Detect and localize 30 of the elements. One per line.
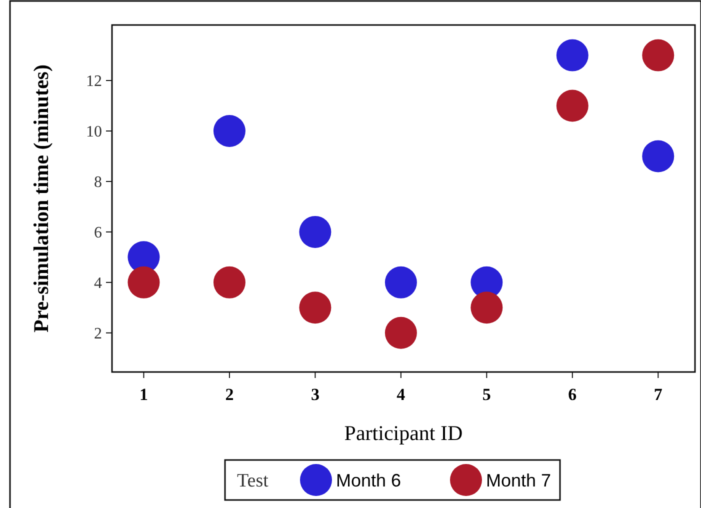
point <box>384 316 417 349</box>
legend-label: Month 7 <box>486 470 552 490</box>
point <box>384 266 417 298</box>
point <box>556 39 588 72</box>
x-tick-label: 3 <box>310 385 320 404</box>
x-tick-label: 6 <box>568 385 577 404</box>
x-tick-label: 2 <box>225 385 234 404</box>
y-tick-label: 8 <box>94 174 102 192</box>
point <box>128 266 160 298</box>
point <box>213 115 246 147</box>
y-tick-label: 6 <box>94 224 102 242</box>
y-tick-label: 10 <box>86 124 102 141</box>
point <box>642 39 674 72</box>
y-axis-title: Pre-simulation time (minutes) <box>29 64 53 332</box>
y-tick-label: 2 <box>94 325 102 342</box>
legend-label: Month 6 <box>336 470 402 490</box>
x-axis-title: Participant ID <box>344 421 463 445</box>
y-tick-label: 4 <box>94 275 102 292</box>
point <box>299 292 332 324</box>
point <box>299 216 332 248</box>
x-tick-label: 5 <box>482 385 491 404</box>
y-tick-label: 12 <box>86 73 102 90</box>
x-tick-label: 1 <box>139 385 148 404</box>
x-tick-label: 7 <box>654 385 663 404</box>
point <box>556 90 588 122</box>
point <box>642 140 674 172</box>
point <box>470 292 503 324</box>
point <box>213 266 246 298</box>
x-tick-label: 4 <box>396 385 406 404</box>
legend-title: Test <box>237 470 270 492</box>
